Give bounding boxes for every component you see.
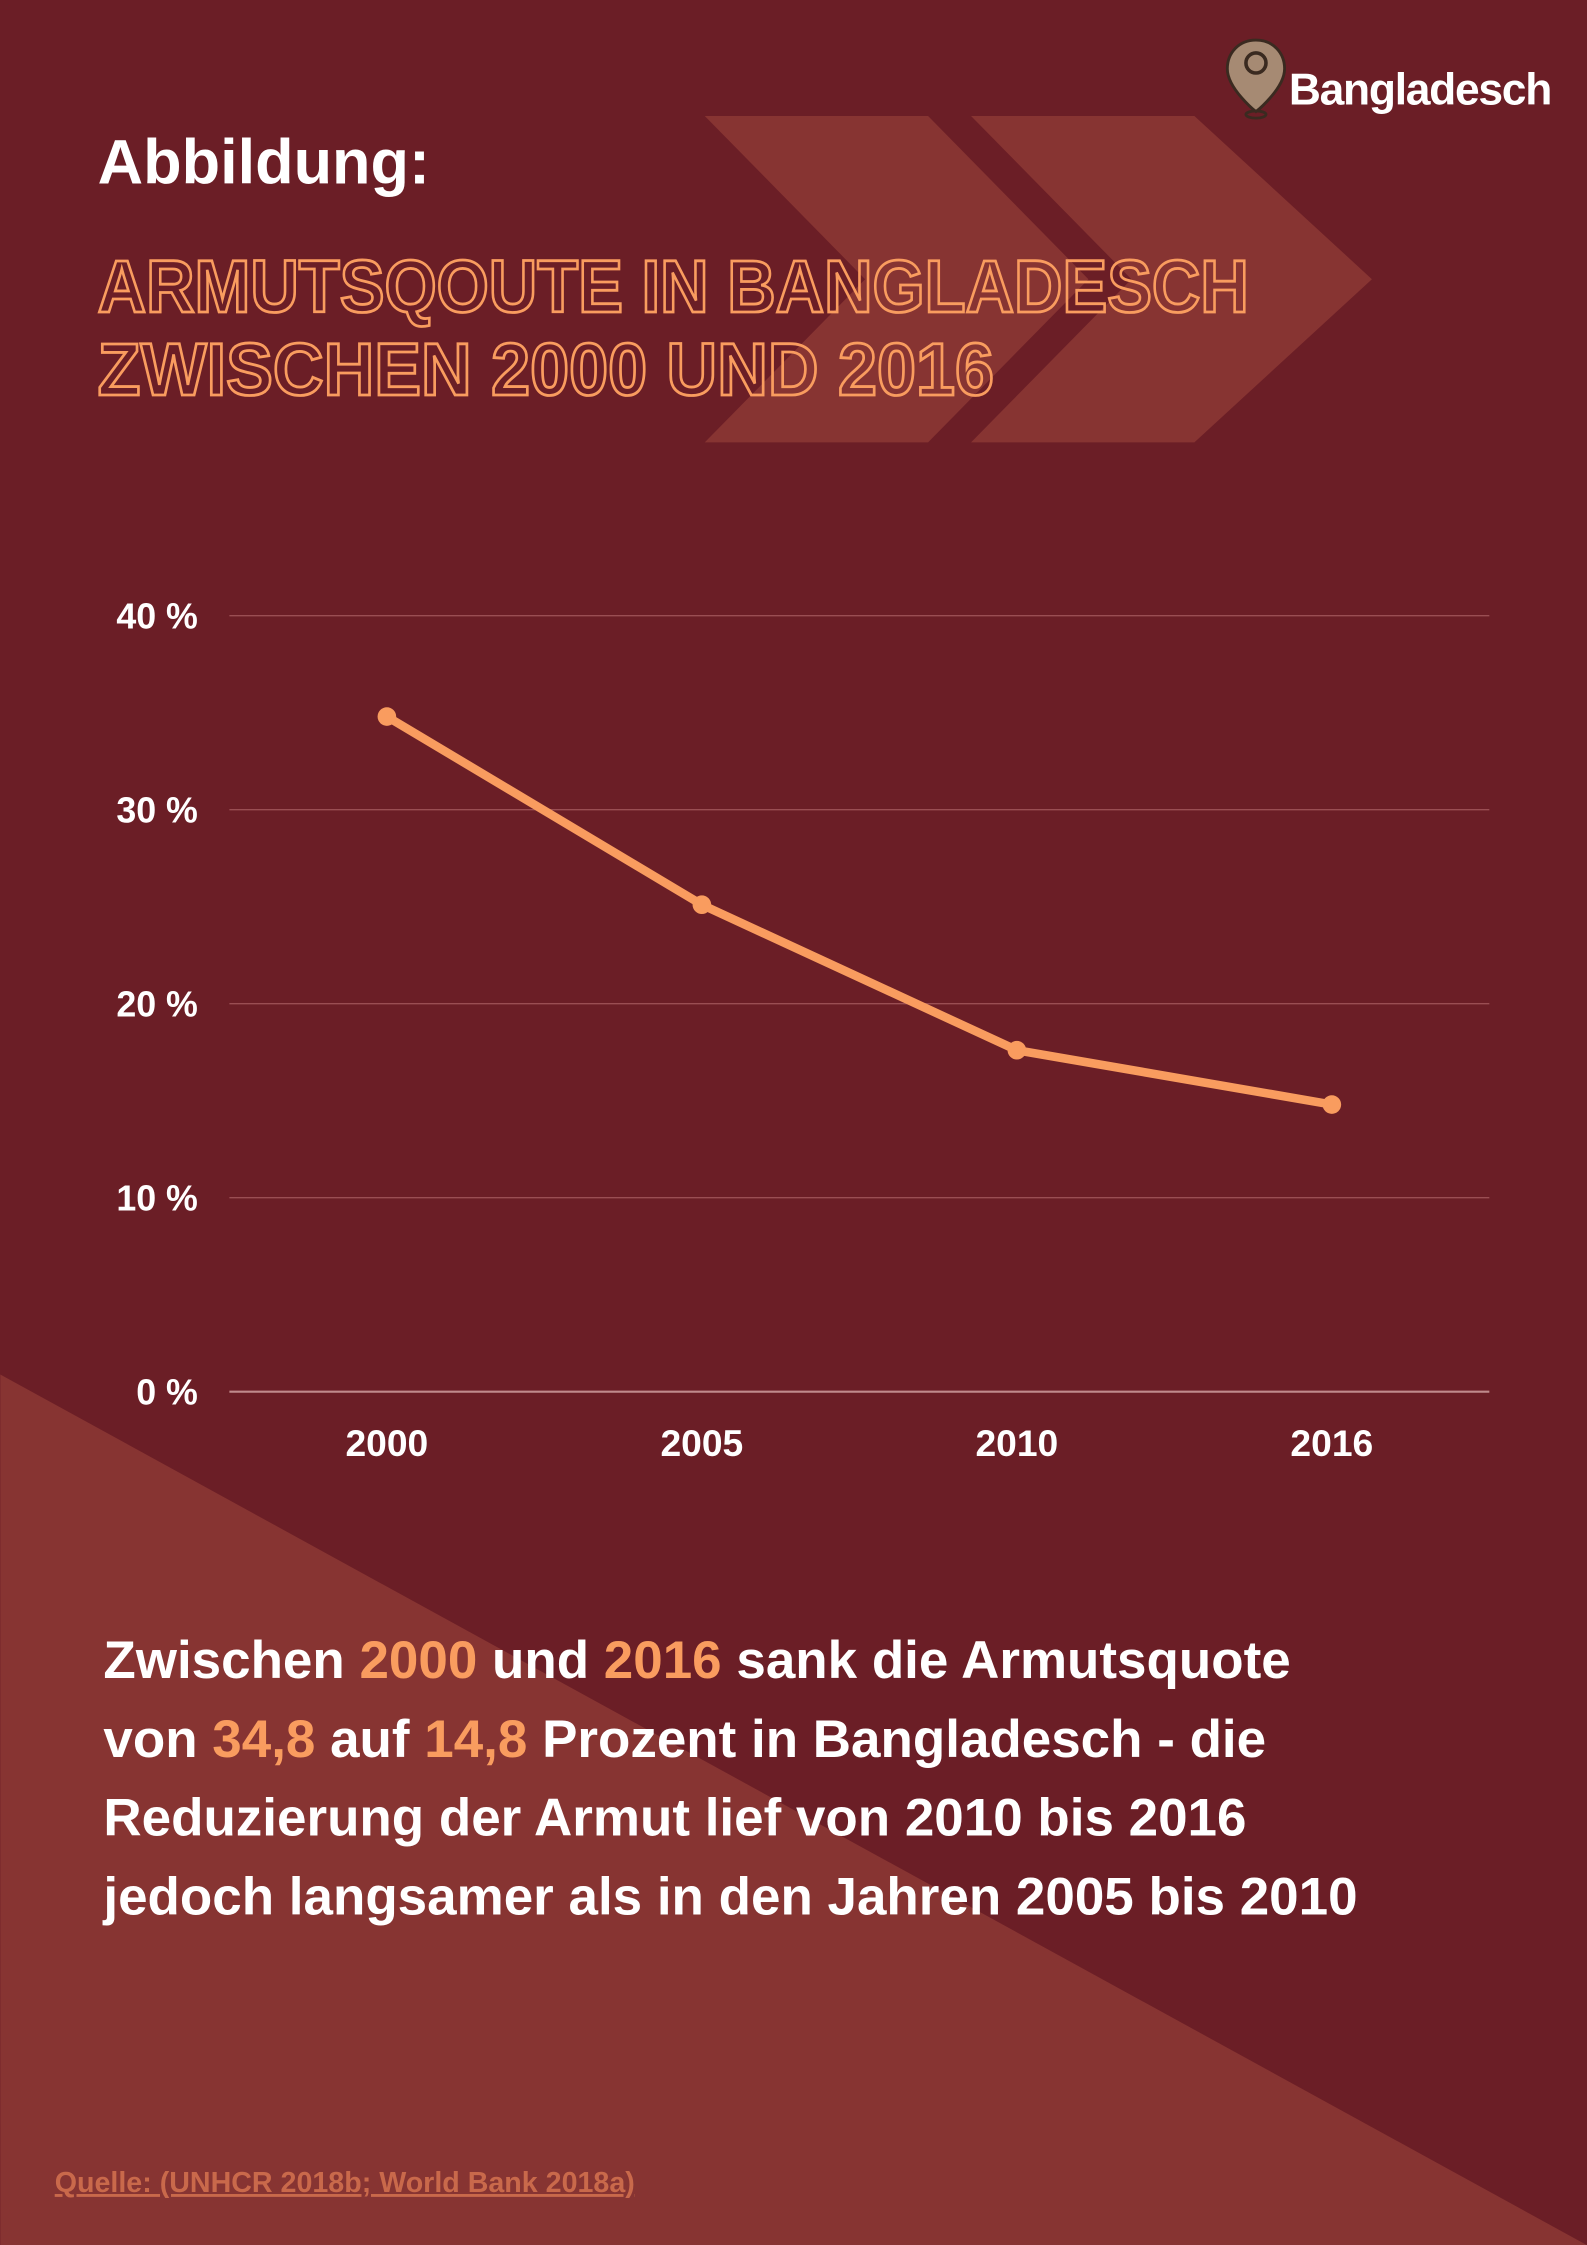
- plot: 0 % 10 % 20 % 30 % 40 % 2000 2005 2010 2016: [116, 597, 1490, 1464]
- description-line: jedoch langsamer als in den Jahren 2005 …: [102, 1867, 1357, 1926]
- description: Zwischen 2000 und 2016 sank die Armutsqu…: [102, 1631, 1357, 1926]
- title-line: ARMUTSQOUTE IN BANGLADESCH: [98, 245, 1249, 328]
- highlight: 14,8: [424, 1710, 527, 1769]
- chevron: [971, 115, 1372, 443]
- text: auf: [315, 1710, 424, 1769]
- highlight: 34,8: [212, 1710, 315, 1769]
- x-tick-label: 2005: [660, 1422, 743, 1464]
- source: Quelle: (UNHCR 2018b; World Bank 2018a): [55, 2167, 635, 2199]
- kicker: Abbildung:: [98, 127, 430, 197]
- line: [382, 712, 1337, 1109]
- x-tick-label: 2010: [975, 1422, 1058, 1464]
- text: sank die Armutsquote: [722, 1631, 1291, 1690]
- y-tick-label: 40 %: [116, 597, 198, 637]
- y-tick-label: 20 %: [116, 985, 198, 1025]
- text: und: [477, 1631, 603, 1690]
- y-tick-label: 0 %: [136, 1373, 198, 1413]
- point: [1322, 1095, 1342, 1114]
- point: [377, 707, 397, 726]
- text: Prozent in Bangladesch - die: [527, 1710, 1266, 1769]
- description-line: Zwischen 2000 und 2016 sank die Armutsqu…: [103, 1631, 1290, 1690]
- pin-hole: [1244, 51, 1268, 75]
- highlight: 2016: [604, 1631, 722, 1690]
- text: jedoch langsamer als in den Jahren 2005 …: [102, 1867, 1357, 1926]
- text: Zwischen: [103, 1631, 359, 1690]
- x-tick-label: 2000: [345, 1422, 428, 1464]
- y-tick-label: 30 %: [116, 791, 198, 831]
- pin-shadow: [1244, 109, 1268, 120]
- description-line: von 34,8 auf 14,8 Prozent in Bangladesch…: [103, 1710, 1266, 1769]
- chevron: [704, 115, 1089, 443]
- y-tick-label: 10 %: [116, 1179, 198, 1219]
- text: Reduzierung der Armut lief von 2010 bis …: [103, 1789, 1246, 1848]
- logo-label: Bangladesch: [1289, 66, 1552, 115]
- text: von: [103, 1710, 212, 1769]
- point: [1007, 1040, 1027, 1060]
- point: [692, 895, 712, 915]
- highlight: 2000: [359, 1631, 477, 1690]
- title-line: ZWISCHEN 2000 UND 2016: [98, 328, 994, 411]
- x-tick-label: 2016: [1290, 1422, 1373, 1464]
- description-line: Reduzierung der Armut lief von 2010 bis …: [103, 1789, 1246, 1848]
- logo: Bangladesch: [1225, 38, 1552, 120]
